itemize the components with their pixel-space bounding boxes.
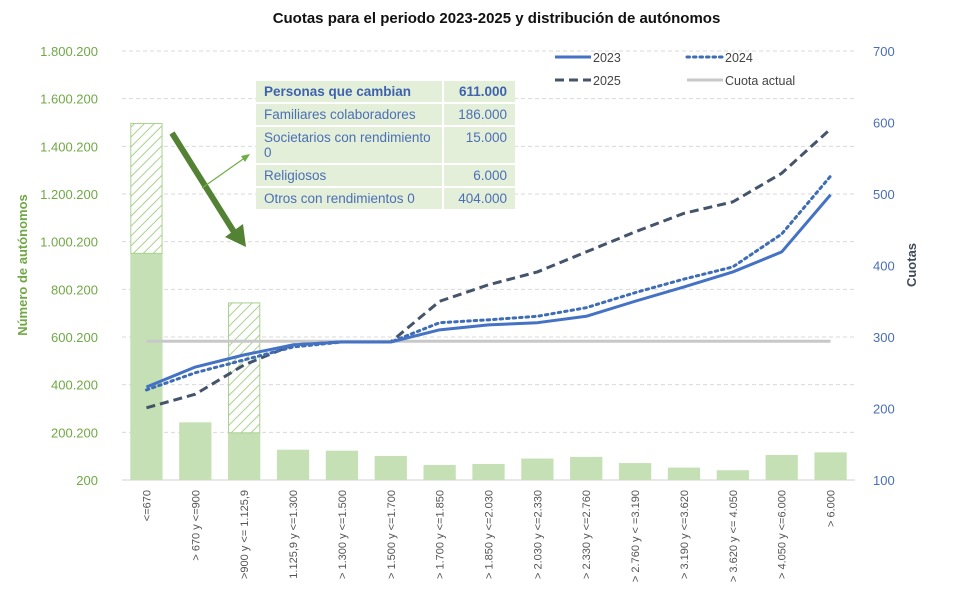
bar xyxy=(472,464,505,480)
hatched-bar xyxy=(130,122,163,254)
left-tick-label: 200.200 xyxy=(51,425,98,440)
annotation-header-label: Personas que cambian xyxy=(256,81,442,102)
category-label: > 1.850 y <=2.030 xyxy=(484,490,496,579)
category-labels: <=670 > 670 y <=900 >900 y <= 1.125,9 1.125… xyxy=(141,490,837,582)
bar xyxy=(814,452,847,480)
legend-label: 2024 xyxy=(725,51,753,65)
bar xyxy=(325,450,359,480)
annotation-row-label: Societarios con rendimiento 0 xyxy=(256,127,442,163)
category-label: > 2.760 y < =3.190 xyxy=(630,490,642,582)
left-tick-label: 200 xyxy=(76,473,98,488)
category-label: <=670 xyxy=(141,490,153,521)
category-label: > 2.030 y <=2.330 xyxy=(532,490,544,579)
annotation-row-value: 15.000 xyxy=(442,127,515,163)
right-axis-title: Cuotas xyxy=(904,243,919,287)
category-label: > 6.000 xyxy=(826,490,838,527)
right-tick-label: 600 xyxy=(873,116,895,131)
right-axis-ticks: 100 200 300 400 500 600 700 xyxy=(873,44,895,488)
annotation-table-row: Societarios con rendimiento 0 15.000 xyxy=(256,127,515,163)
bar xyxy=(765,454,798,480)
legend-label: Cuota actual xyxy=(725,74,795,88)
right-tick-label: 400 xyxy=(873,259,895,274)
line-series-2023 xyxy=(145,193,832,389)
bar xyxy=(423,464,456,480)
annotation-row-label: Otros con rendimientos 0 xyxy=(256,188,442,209)
left-tick-label: 600.200 xyxy=(51,330,98,345)
small-arrow-head-icon xyxy=(241,154,250,162)
chart-title: Cuotas para el periodo 2023-2025 y distr… xyxy=(272,10,721,27)
category-label: > 3.620 y <= 4.050 xyxy=(728,490,740,582)
category-label: > 3.190 y <=3.620 xyxy=(679,490,691,579)
annotation-header-value: 611.000 xyxy=(442,81,515,102)
category-label: > 1.300 y <=1.500 xyxy=(337,490,349,579)
right-tick-label: 500 xyxy=(873,187,895,202)
annotation-row-value: 6.000 xyxy=(442,165,515,186)
bar xyxy=(667,467,701,480)
bar xyxy=(179,422,212,480)
left-tick-label: 1.600.200 xyxy=(40,92,98,107)
line-series xyxy=(144,127,833,410)
annotation-table: Personas que cambian 611.000 Familiares … xyxy=(256,79,515,211)
line-series-2024 xyxy=(144,174,833,392)
bar xyxy=(716,470,749,480)
annotation-row-value: 186.000 xyxy=(442,104,515,125)
bar xyxy=(618,463,652,480)
bar xyxy=(521,458,554,480)
category-label: > 4.050 y <=6.000 xyxy=(777,490,789,579)
legend-label: 2023 xyxy=(593,51,621,65)
right-tick-label: 300 xyxy=(873,330,895,345)
category-label: > 670 y <=900 xyxy=(190,490,202,561)
big-arrow-head-icon xyxy=(225,224,246,247)
left-tick-label: 400.200 xyxy=(51,378,98,393)
category-label: 1.125,9 y <=1.300 xyxy=(288,490,300,579)
annotation-row-label: Religiosos xyxy=(256,165,442,186)
category-label: >900 y <= 1.125,9 xyxy=(239,490,251,579)
right-tick-label: 100 xyxy=(873,473,895,488)
left-tick-label: 1.000.200 xyxy=(40,235,98,250)
big-arrow-icon xyxy=(169,131,237,234)
right-tick-label: 200 xyxy=(873,402,895,417)
annotation-row-value: 404.000 xyxy=(442,188,515,209)
bar xyxy=(130,253,163,480)
annotation-table-row: Otros con rendimientos 0 404.000 xyxy=(256,188,515,209)
bar-series xyxy=(130,122,847,480)
left-tick-label: 1.800.200 xyxy=(40,44,98,59)
category-label: > 2.330 y <=2.760 xyxy=(581,490,593,579)
hatched-bar xyxy=(228,302,261,434)
left-tick-label: 1.200.200 xyxy=(40,187,98,202)
left-axis-title: Número de autónomos xyxy=(15,194,30,336)
legend-label: 2025 xyxy=(593,74,621,88)
bar xyxy=(228,432,261,480)
annotation-table-header: Personas que cambian 611.000 xyxy=(256,81,515,102)
category-label: > 1.700 y <=1.850 xyxy=(435,490,447,579)
category-label: > 1.500 y <=1.700 xyxy=(386,490,398,579)
small-arrow-icon xyxy=(201,156,247,189)
legend: 2023 2024 2025 Cuota actual xyxy=(555,51,795,88)
left-axis-ticks: 200 200.200 400.200 600.200 800.200 1.000.200… xyxy=(40,44,98,488)
left-tick-label: 1.400.200 xyxy=(40,139,98,154)
annotation-row-label: Familiares colaboradores xyxy=(256,104,442,125)
bar xyxy=(570,456,603,480)
bar xyxy=(276,449,310,480)
annotation-table-row: Religiosos 6.000 xyxy=(256,165,515,186)
right-tick-label: 700 xyxy=(873,44,895,59)
left-tick-label: 800.200 xyxy=(51,282,98,297)
annotation-table-row: Familiares colaboradores 186.000 xyxy=(256,104,515,125)
bar xyxy=(374,455,407,480)
